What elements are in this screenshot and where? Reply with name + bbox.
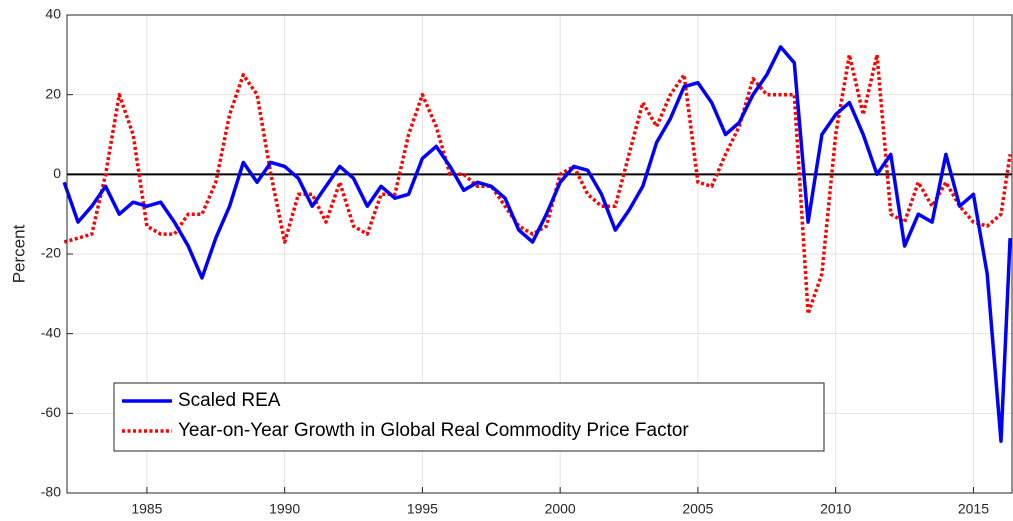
series-line bbox=[62, 45, 1012, 443]
y-tick-label: -20 bbox=[41, 245, 61, 261]
y-axis-label: Percent bbox=[9, 224, 28, 283]
y-tick-label: 20 bbox=[45, 85, 61, 101]
x-tick-label: 1995 bbox=[407, 501, 438, 517]
y-tick-label: -40 bbox=[41, 324, 61, 340]
x-tick-label: 1985 bbox=[131, 501, 162, 517]
y-tick-label: -80 bbox=[41, 484, 61, 500]
legend-label: Scaled REA bbox=[178, 390, 281, 411]
x-tick-label: 2000 bbox=[545, 501, 576, 517]
series-line bbox=[63, 53, 1012, 316]
x-tick-label: 2015 bbox=[958, 501, 989, 517]
x-tick-label: 2005 bbox=[682, 501, 713, 517]
legend-label: Year-on-Year Growth in Global Real Commo… bbox=[178, 420, 689, 441]
y-tick-label: 40 bbox=[45, 6, 61, 22]
legend-box bbox=[113, 382, 825, 452]
y-tick-label: -60 bbox=[41, 404, 61, 420]
x-tick-label: 2010 bbox=[820, 501, 851, 517]
y-tick-label: 0 bbox=[53, 165, 61, 181]
plot-frame bbox=[66, 14, 1013, 494]
x-tick-label: 1990 bbox=[269, 501, 300, 517]
